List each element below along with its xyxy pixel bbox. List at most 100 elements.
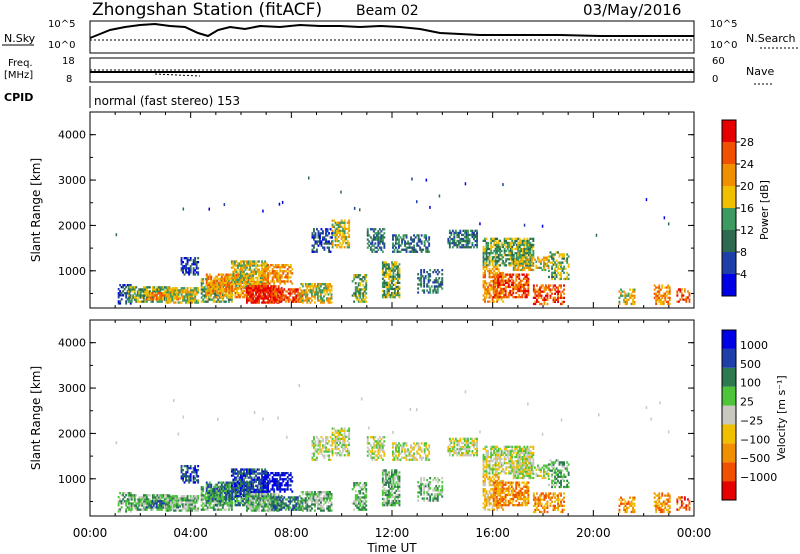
echo-cell [200,496,203,499]
echo-cell [392,267,395,270]
echo-cell [192,261,195,264]
echo-cell [292,290,295,293]
echo-cell [488,256,491,259]
echo-cell [179,301,181,304]
echo-cell [288,266,291,269]
echo-cell [321,291,324,294]
echo-cell [292,298,295,301]
echo-cell [226,275,229,278]
echo-cell [195,265,198,268]
echo-cell [258,488,260,492]
echo-cell [189,259,192,262]
echo-cell [494,288,497,291]
echo-cell [244,494,247,498]
echo-cell [494,267,497,271]
echo-cell [195,287,198,290]
echo-cell [513,285,516,289]
echo-cell [182,297,184,300]
nsky-line [89,22,694,39]
echo-cell [265,287,268,290]
echo-cell [122,294,125,297]
echo-cell [208,486,211,489]
echo-cell [688,300,691,303]
echo-cell [555,269,558,272]
echo-cell [176,495,178,498]
echo-cell [271,294,274,297]
echo-cell [441,277,444,280]
echo-cell [119,294,122,297]
echo-cell [258,497,260,500]
echo-cell [558,284,561,287]
echo-cell [518,285,521,289]
echo-cell [274,288,277,291]
echo-cell [232,486,235,489]
echo-cell [180,267,183,270]
echo-cell [303,299,306,302]
echo-cell [663,216,666,220]
echo-cell [231,287,234,291]
echo-cell [136,498,139,501]
echo-cell [496,262,499,265]
echo-cell [202,508,205,511]
echo-cell [147,494,150,497]
echo-cell [267,282,270,285]
echo-cell [436,273,439,276]
echo-cell [511,247,514,251]
echo-cell [329,291,331,294]
echo-cell [180,261,183,264]
echo-cell [265,470,268,473]
echo-cell [491,298,494,301]
echo-cell [561,300,564,303]
echo-cell [219,501,222,505]
echo-cell [459,242,462,245]
echo-cell [202,488,205,491]
echo-cell [208,298,211,301]
echo-cell [395,277,398,280]
echo-cell [280,300,283,303]
echo-cell [563,284,565,287]
echo-cell [155,504,158,507]
echo-cell [249,291,251,294]
echo-cell [235,484,238,487]
echo-cell [256,490,259,494]
echo-cell [246,489,249,492]
echo-cell [325,230,327,233]
echo-cell [247,299,250,302]
echo-cell [285,274,288,277]
echo-cell [246,260,248,263]
echo-cell [138,292,141,295]
echo-cell [258,478,260,481]
echo-cell [119,498,122,501]
echo-cell [247,507,250,510]
echo-cell [453,231,456,235]
echo-cell [659,288,662,291]
echo-cell [416,200,418,204]
echo-cell [507,279,510,282]
echo-cell [527,258,530,261]
echo-cell [529,241,532,245]
echo-cell [243,282,245,286]
echo-cell [515,237,518,240]
echo-cell [171,499,174,502]
echo-cell [555,273,558,276]
echo-cell [381,293,384,297]
echo-cell [156,498,159,501]
echo-cell [309,297,312,300]
echo-cell [188,481,191,484]
echo-cell [354,286,357,289]
echo-cell [319,238,321,241]
echo-cell [395,240,397,243]
echo-cell [432,281,435,284]
echo-cell [205,508,208,511]
echo-cell [309,301,312,304]
echo-cell [240,264,242,267]
echo-cell [375,250,378,253]
echo-cell [321,283,324,286]
echo-cell [195,475,198,478]
echo-cell [264,289,267,292]
echo-cell [365,282,368,285]
echo-cell [252,509,254,512]
echo-cell [457,235,460,239]
echo-cell [539,290,541,293]
echo-cell [212,296,215,299]
